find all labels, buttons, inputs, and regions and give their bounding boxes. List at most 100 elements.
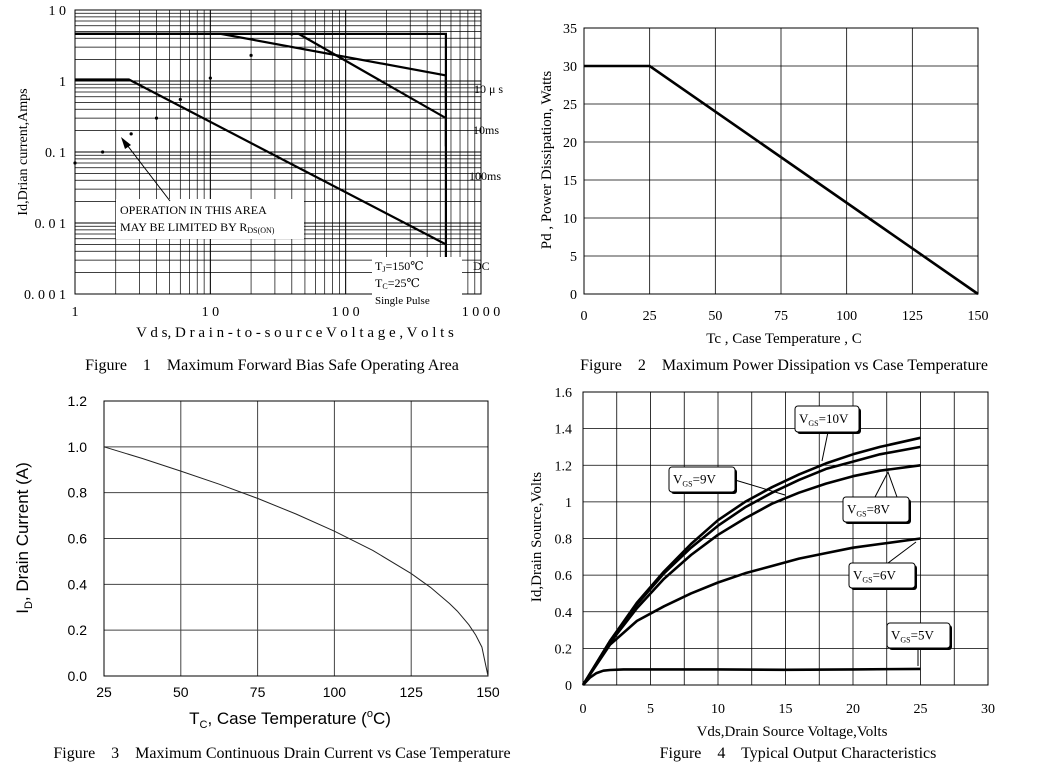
figure-4-series-line bbox=[582, 667, 921, 686]
figure-2-y-tick-label: 5 bbox=[570, 250, 577, 265]
figure-1-grid bbox=[74, 9, 482, 295]
figure-4-callout-label: VGS=9V bbox=[673, 472, 716, 489]
figure-4-grid bbox=[582, 391, 989, 686]
figure-2-y-tick-label: 0 bbox=[570, 288, 577, 303]
figure-1-x-tick-label: 1 bbox=[72, 305, 79, 320]
figure-4-y-tick-label: 0.2 bbox=[555, 642, 573, 657]
figure-4-x-tick-label: 25 bbox=[914, 702, 928, 717]
figure-1-label-10ms: 10ms bbox=[473, 123, 499, 137]
figure-1-x-tick-label: 1 0 bbox=[202, 305, 220, 320]
figure-2-y-tick-label: 25 bbox=[563, 98, 577, 113]
figure-1-label-10us: 10 μ s bbox=[474, 82, 503, 96]
callout-sub: GS bbox=[900, 636, 910, 645]
callout-value: =5V bbox=[911, 628, 935, 643]
figure-3-y-tick-label: 0.2 bbox=[68, 622, 88, 638]
figure-3-y-tick-label: 0.6 bbox=[68, 531, 88, 547]
figure-1-condition-pulse: Single Pulse bbox=[375, 295, 430, 307]
figure-2-x-tick-label: 150 bbox=[968, 309, 989, 324]
figure-1-rdson-point bbox=[73, 161, 77, 165]
figure-2-y-axis-label: Pd , Power Dissipation, Watts bbox=[539, 71, 555, 250]
figure-4-x-tick-label: 10 bbox=[711, 702, 725, 717]
callout-v: V bbox=[673, 472, 683, 487]
figure-4-callout-label: VGS=10V bbox=[799, 411, 849, 428]
callout-sub: GS bbox=[808, 419, 818, 428]
figure-4-y-tick-label: 0.4 bbox=[555, 606, 573, 621]
figure-3-y-tick-label: 0.0 bbox=[68, 668, 88, 684]
callout-value: =8V bbox=[867, 502, 891, 517]
figure-1-plot-border bbox=[74, 9, 482, 295]
figure-1-series bbox=[73, 32, 447, 294]
figure-4-x-tick-label: 0 bbox=[580, 702, 587, 717]
figure-4-callout-box bbox=[842, 496, 910, 523]
figure-2-x-tick-label: 0 bbox=[581, 309, 588, 324]
callout-value: =9V bbox=[693, 472, 717, 487]
figure-2-title: Figure 2 Maximum Power Dissipation vs Ca… bbox=[580, 357, 988, 374]
figure-1-rdson-point bbox=[290, 32, 294, 36]
figure-3-y-tick-label: 1.0 bbox=[68, 439, 88, 455]
figure-1-rdson-point bbox=[154, 116, 159, 120]
figure-2-x-axis-label: Tc , Case Temperature , C bbox=[706, 331, 862, 347]
figure-1-y-axis-label: Id,Drian current,Amps bbox=[16, 88, 31, 215]
callout-v: V bbox=[799, 411, 809, 426]
figure-4-callout-label: VGS=6V bbox=[853, 568, 896, 585]
callout-sub: GS bbox=[856, 510, 866, 519]
figure-2-y-tick-label: 20 bbox=[563, 136, 577, 151]
callout-sub: GS bbox=[862, 576, 872, 585]
figure-1-condition-tc: TC=25℃ bbox=[375, 276, 420, 291]
figure-2-x-tick-label: 100 bbox=[836, 309, 857, 324]
figure-1-rdson-point bbox=[101, 150, 105, 154]
figure-3-x-tick-label: 50 bbox=[173, 684, 189, 700]
callout-v: V bbox=[853, 568, 863, 583]
figure-2-y-tick-label: 35 bbox=[563, 22, 577, 37]
figure-1-safe-operating-area: 1 1 0 1 0 0 1 0 0 0 1 0 1 0. 1 0. 0 1 0. 0 0 1 1… bbox=[16, 4, 503, 374]
figure-3-series-line bbox=[103, 446, 489, 677]
figure-4-callout-box bbox=[794, 405, 860, 433]
figure-4-callout-pointer bbox=[821, 431, 829, 462]
figure-3-y-tick-label: 1.2 bbox=[68, 393, 88, 409]
figure-2-y-tick-label: 30 bbox=[563, 60, 577, 75]
figure-1-y-tick-label: 0. 0 1 bbox=[35, 217, 67, 232]
figure-2-x-tick-label: 125 bbox=[902, 309, 923, 324]
figure-3-x-tick-label: 150 bbox=[476, 684, 500, 700]
figure-2-x-tick-label: 75 bbox=[774, 309, 788, 324]
figure-4-y-tick-label: 0 bbox=[565, 679, 572, 694]
figure-4-y-tick-label: 0.8 bbox=[555, 533, 573, 548]
figure-4-callout-label: VGS=8V bbox=[847, 502, 890, 519]
figure-1-x-tick-label: 1 0 0 0 bbox=[462, 305, 501, 320]
figure-4-callout-pointer bbox=[887, 541, 917, 564]
callout-value: =6V bbox=[873, 568, 897, 583]
figure-4-callout-pointer bbox=[734, 479, 786, 496]
figure-4-x-tick-label: 20 bbox=[846, 702, 860, 717]
figure-4-series bbox=[581, 436, 921, 686]
figure-4-callout-box bbox=[848, 562, 916, 589]
figure-1-conditions-bg bbox=[372, 257, 462, 307]
figure-1-label-100ms: 100ms bbox=[469, 169, 501, 183]
figure-2-y-tick-label: 10 bbox=[563, 212, 577, 227]
figure-1-label-dc: DC bbox=[473, 259, 490, 273]
figure-4-y-tick-label: 1 bbox=[565, 496, 572, 511]
figure-2-tick-labels: 0 25 50 75 100 125 150 0 5 10 15 20 25 30 35 bbox=[563, 22, 989, 324]
figure-4-y-tick-label: 1.6 bbox=[555, 386, 573, 401]
figure-4-callout-box bbox=[668, 466, 736, 493]
figure-4-x-axis-label: Vds,Drain Source Voltage,Volts bbox=[697, 724, 888, 740]
figure-4-title: Figure 4 Typical Output Characteristics bbox=[660, 745, 937, 762]
figure-1-rdson-point bbox=[249, 53, 253, 57]
figure-4-y-axis-label: Id,Drain Source,Volts bbox=[529, 472, 545, 602]
figure-3-tick-labels: 25 50 75 100 125 150 0.0 0.2 0.4 0.6 0.8 1.0 1.2 bbox=[68, 393, 500, 700]
figure-3-title: Figure 3 Maximum Continuous Drain Curren… bbox=[53, 745, 510, 762]
figure-3-series bbox=[103, 446, 489, 677]
figure-1-y-tick-label: 1 0 bbox=[49, 4, 67, 19]
figure-1-annotation-line1: OPERATION IN THIS AREA bbox=[120, 203, 267, 217]
figure-1-condition-tj: TJ=150℃ bbox=[375, 259, 424, 274]
callout-sub: GS bbox=[682, 480, 692, 489]
figure-1-x-tick-label: 1 0 0 bbox=[332, 305, 360, 320]
figure-3-x-tick-label: 100 bbox=[323, 684, 347, 700]
callout-v: V bbox=[891, 628, 901, 643]
figure-4-y-tick-label: 1.4 bbox=[555, 423, 573, 438]
figure-1-y-tick-label: 0. 1 bbox=[45, 146, 66, 161]
figure-1-title: Figure 1 Maximum Forward Bias Safe Opera… bbox=[85, 357, 459, 374]
figure-4-series-line bbox=[581, 445, 921, 686]
figure-2-series bbox=[584, 64, 979, 296]
